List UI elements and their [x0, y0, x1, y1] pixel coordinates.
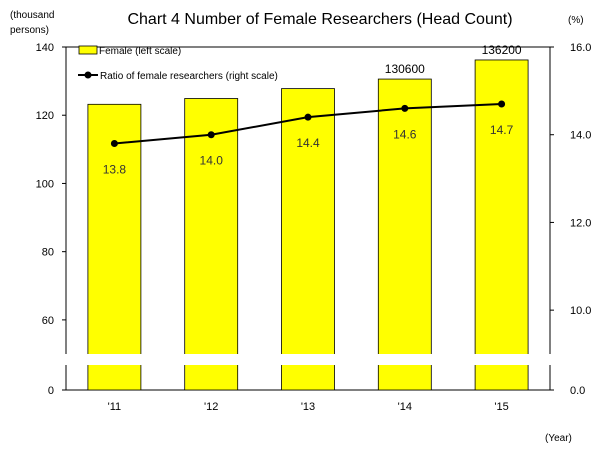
legend-line-marker [84, 71, 92, 79]
left-tick-label: 100 [36, 178, 54, 190]
bar [474, 59, 529, 391]
left-tick-label: 140 [36, 42, 54, 54]
x-axis-unit-label: (Year) [545, 433, 572, 444]
bar [281, 88, 335, 391]
right-unit-label: (%) [568, 15, 584, 26]
chart-title: Chart 4 Number of Female Researchers (He… [127, 11, 512, 28]
ratio-point [304, 113, 312, 121]
ratio-point [498, 100, 506, 108]
ticks-layer: 140 120 100 80 60 0 16.0 14.0 12.0 10.0 0.0 '11 '12 '… [36, 42, 592, 413]
x-tick-label: '15 [494, 401, 508, 413]
bar [377, 78, 432, 391]
left-tick-label: 120 [36, 110, 54, 122]
legend: Female (left scale) Ratio of female rese… [78, 45, 278, 82]
left-tick-label: 60 [42, 315, 54, 327]
left-tick-label: 0 [48, 385, 54, 397]
ratio-data-label: 14.6 [393, 127, 417, 141]
ratio-data-label: 14.0 [200, 154, 224, 168]
bar [87, 103, 142, 391]
right-tick-label: 0.0 [570, 385, 585, 397]
ratio-data-label: 14.7 [490, 123, 514, 137]
x-tick-label: '12 [204, 401, 218, 413]
x-tick-label: '13 [301, 401, 315, 413]
axis-break-band [60, 354, 556, 365]
left-tick-label: 80 [42, 247, 54, 259]
right-tick-label: 16.0 [570, 42, 591, 54]
bars-layer [87, 59, 529, 391]
legend-bar-swatch [78, 45, 98, 55]
bar-data-label: 130600 [385, 62, 425, 76]
ratio-point [110, 139, 118, 147]
ratio-point [207, 131, 215, 139]
line-layer [110, 100, 506, 147]
right-tick-label: 10.0 [570, 305, 591, 317]
right-tick-label: 12.0 [570, 217, 591, 229]
x-tick-label: '14 [398, 401, 412, 413]
ratio-data-label: 14.4 [296, 136, 320, 150]
left-unit-label-line2: persons) [10, 25, 49, 36]
labels-layer: 130600 136200 13.8 14.0 14.4 14.6 14.7 [103, 43, 522, 177]
bar-data-label: 136200 [482, 43, 522, 57]
right-tick-label: 14.0 [570, 130, 591, 142]
bar [184, 98, 239, 391]
legend-bar-label: Female (left scale) [99, 46, 181, 57]
ratio-point [401, 104, 409, 112]
left-unit-label-line1: (thousand [10, 10, 54, 21]
legend-line-label: Ratio of female researchers (right scale… [100, 71, 278, 82]
x-tick-label: '11 [108, 401, 122, 413]
ratio-data-label: 13.8 [103, 162, 127, 176]
